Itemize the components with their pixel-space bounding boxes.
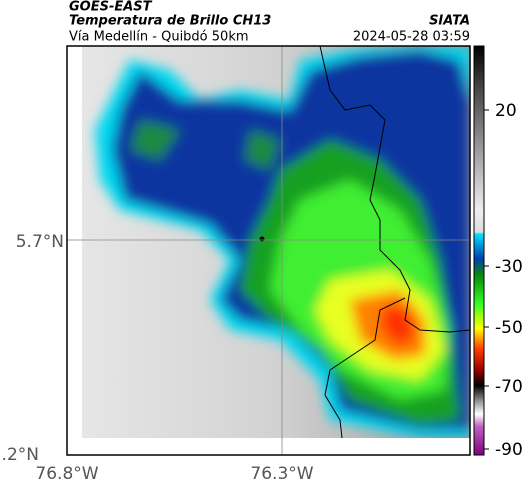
org: SIATA bbox=[429, 14, 470, 29]
lon-tick: 76.3°W bbox=[250, 464, 313, 484]
lat-tick: 5.2°N bbox=[0, 445, 39, 465]
colorbar-tick-label: -50 bbox=[495, 318, 523, 338]
map-frame bbox=[66, 45, 471, 456]
colorbar bbox=[473, 45, 485, 456]
lon-tick: 76.8°W bbox=[35, 464, 98, 484]
colorbar-tick-label: -70 bbox=[495, 377, 523, 397]
title: Temperatura de Brillo CH13 bbox=[69, 14, 271, 29]
lat-tick: 5.7°N bbox=[16, 232, 64, 252]
colorbar-tick-label: -90 bbox=[495, 440, 523, 460]
satellite-image bbox=[82, 46, 470, 438]
colorbar-ticks: 20 -30 -50 -70 -90 bbox=[484, 101, 523, 460]
colorbar-tick-label: -30 bbox=[495, 257, 523, 277]
timestamp: 2024-05-28 03:59 bbox=[353, 30, 470, 45]
subtitle: Vía Medellín - Quibdó 50km bbox=[69, 30, 249, 45]
source: GOES-EAST bbox=[69, 0, 153, 15]
colorbar-tick-label: 20 bbox=[495, 101, 517, 121]
